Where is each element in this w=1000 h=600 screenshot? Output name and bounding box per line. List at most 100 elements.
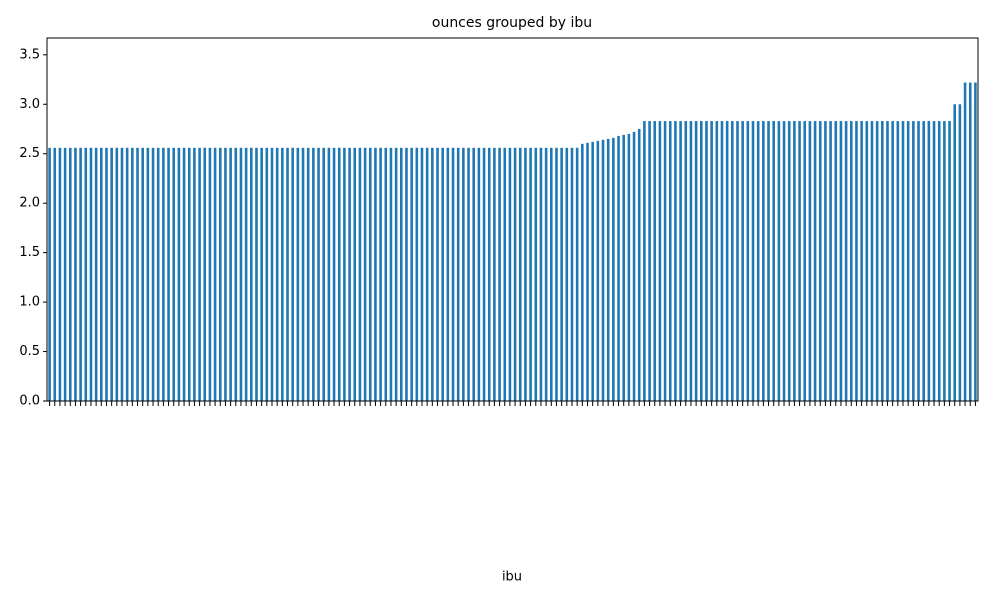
bar — [632, 131, 636, 401]
bar — [643, 121, 646, 401]
bar — [441, 147, 444, 401]
bar — [193, 147, 196, 401]
bar — [653, 121, 657, 401]
bar — [353, 147, 357, 401]
bar — [115, 147, 119, 401]
bar — [694, 121, 698, 401]
bar — [529, 147, 532, 401]
y-tick-label: 3.5 — [19, 47, 40, 62]
bar — [606, 138, 610, 401]
bar — [679, 121, 682, 401]
bar — [182, 147, 186, 401]
bar — [446, 147, 450, 401]
bar — [472, 147, 476, 401]
bar — [141, 147, 144, 401]
bar — [394, 147, 398, 401]
bar — [741, 121, 744, 401]
y-tick-label: 1.5 — [19, 245, 40, 260]
bar — [648, 121, 651, 401]
bar — [901, 121, 905, 401]
bar — [544, 147, 548, 401]
bar — [524, 147, 527, 401]
bar — [244, 147, 248, 401]
bar — [198, 147, 201, 401]
bar — [146, 147, 150, 401]
chart-title: ounces grouped by ibu — [432, 15, 592, 31]
bar — [927, 121, 931, 401]
bar — [612, 137, 615, 402]
bar — [255, 147, 258, 401]
y-tick-label: 0.5 — [19, 344, 40, 359]
bar — [793, 121, 796, 401]
bar — [477, 147, 481, 401]
bar — [58, 147, 62, 401]
bar — [368, 147, 372, 401]
bar — [410, 147, 413, 401]
bar — [239, 147, 243, 401]
bar — [451, 147, 455, 401]
bar — [291, 147, 294, 401]
bar — [555, 147, 558, 401]
bar — [518, 147, 522, 401]
bar — [265, 147, 269, 401]
bar — [405, 147, 408, 401]
bar — [213, 147, 217, 401]
bar — [436, 147, 439, 401]
bar — [710, 121, 713, 401]
bar — [270, 147, 274, 401]
bar — [534, 147, 538, 401]
bar — [622, 134, 625, 401]
bar — [306, 147, 310, 401]
bar — [68, 147, 72, 401]
bar — [663, 121, 667, 401]
bar — [462, 147, 465, 401]
bar — [875, 121, 879, 401]
bar — [363, 147, 367, 401]
bar — [172, 147, 176, 401]
bar — [229, 147, 232, 401]
bar — [886, 121, 889, 401]
bar — [803, 121, 807, 401]
bar — [63, 147, 67, 401]
bar — [487, 147, 491, 401]
bar — [674, 121, 677, 401]
y-tick-label: 3.0 — [19, 97, 40, 112]
bar — [286, 147, 289, 401]
bar — [110, 147, 113, 401]
bar — [503, 147, 507, 401]
bar — [824, 121, 827, 401]
bar — [736, 121, 739, 401]
bar — [906, 121, 910, 401]
bar — [751, 121, 755, 401]
bar — [937, 121, 941, 401]
bar — [493, 147, 496, 401]
bar — [467, 147, 470, 401]
bar — [777, 121, 781, 401]
bar — [389, 147, 393, 401]
bar — [601, 139, 605, 401]
bar — [379, 147, 382, 401]
bar — [865, 121, 869, 401]
bar — [668, 121, 672, 401]
bar — [420, 147, 424, 401]
bar — [234, 147, 238, 401]
bar — [224, 147, 227, 401]
y-tick-label: 1.0 — [19, 295, 40, 310]
bar — [839, 121, 843, 401]
bar — [431, 147, 434, 401]
bar — [855, 121, 858, 401]
bar — [48, 147, 51, 401]
bar — [539, 147, 543, 401]
bar — [767, 121, 770, 401]
bar — [105, 147, 108, 401]
bar — [798, 121, 801, 401]
bar — [932, 121, 936, 401]
bar — [312, 147, 315, 401]
bar — [948, 121, 951, 401]
bar — [187, 147, 191, 401]
bar — [684, 121, 688, 401]
bar — [513, 147, 517, 401]
bar — [84, 147, 88, 401]
bar — [974, 82, 977, 402]
